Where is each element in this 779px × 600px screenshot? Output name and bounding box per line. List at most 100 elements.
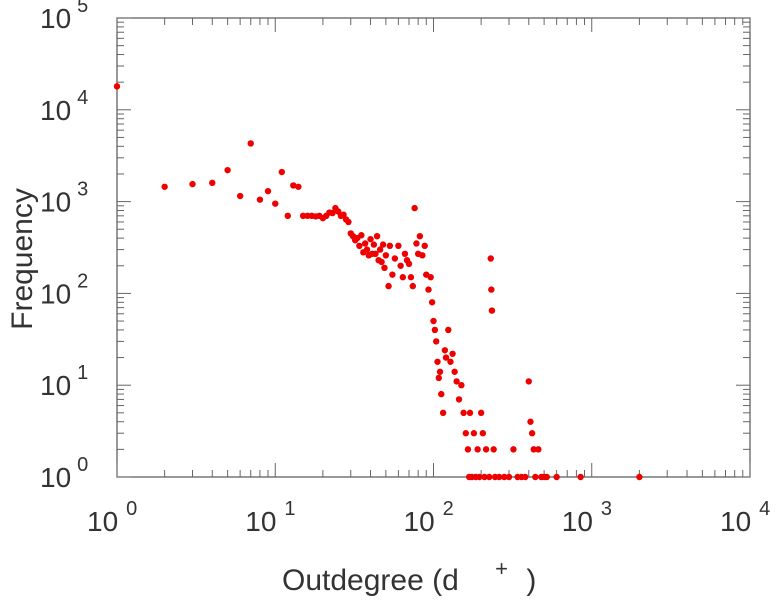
data-point [409, 282, 417, 290]
data-point [432, 338, 440, 345]
data-point [447, 358, 454, 365]
x-tick-exponent: 0 [126, 498, 137, 520]
data-points [113, 83, 643, 481]
y-tick-labels: 10 0 10 1 10 2 10 3 10 4 10 5 [40, 0, 88, 493]
data-point [340, 211, 347, 218]
data-point [272, 200, 279, 207]
data-point [501, 473, 508, 481]
data-point [453, 378, 460, 385]
data-point [477, 409, 485, 417]
y-tick-exponent: 2 [77, 270, 88, 292]
data-point [460, 409, 467, 417]
x-axis-label-sup: + [495, 556, 508, 581]
x-tick-label: 10 2 [404, 498, 454, 537]
major-ticks [116, 17, 751, 478]
data-point [361, 240, 369, 247]
data-point [455, 396, 463, 403]
data-point [430, 317, 437, 325]
data-point [449, 350, 456, 357]
y-tick-label: 10 3 [40, 179, 88, 218]
data-point [464, 446, 472, 453]
data-point [435, 374, 442, 382]
data-point [442, 354, 450, 361]
data-point [161, 183, 168, 190]
x-tick-label: 10 4 [720, 498, 770, 537]
data-point [256, 196, 264, 203]
x-tick-exponent: 4 [759, 498, 770, 520]
x-tick-base: 10 [87, 506, 118, 537]
data-point [528, 430, 536, 437]
x-tick-label: 10 3 [562, 498, 612, 537]
data-point [264, 187, 272, 195]
data-point [329, 209, 336, 217]
data-point [395, 242, 402, 250]
data-point [401, 250, 409, 258]
data-point [391, 255, 399, 262]
minor-ticks [117, 18, 750, 477]
data-point [411, 204, 418, 212]
data-point [543, 473, 551, 481]
data-point [466, 409, 474, 417]
y-tick-exponent: 0 [77, 454, 88, 476]
data-point [385, 282, 392, 290]
data-point [488, 286, 495, 293]
data-point [427, 274, 434, 281]
data-point [419, 252, 426, 259]
x-tick-label: 10 0 [87, 498, 137, 537]
x-axis-label-main: Outdegree (d [282, 564, 459, 597]
data-point [434, 358, 441, 365]
data-point [486, 473, 493, 481]
y-tick-base: 10 [40, 187, 71, 218]
data-point [636, 473, 643, 481]
data-point [376, 246, 384, 253]
data-point [386, 242, 394, 250]
data-point [522, 473, 529, 481]
y-tick-base: 10 [40, 95, 71, 126]
data-point [290, 182, 297, 189]
data-point [413, 240, 420, 247]
data-point [378, 258, 385, 266]
data-point [445, 326, 452, 334]
y-tick-base: 10 [40, 278, 71, 309]
data-point [495, 473, 503, 481]
data-point [535, 446, 542, 453]
data-point [525, 378, 532, 385]
data-point [397, 262, 404, 269]
y-tick-exponent: 1 [77, 362, 88, 384]
y-tick-exponent: 5 [77, 0, 88, 17]
data-point [247, 140, 254, 147]
plot-frame [116, 17, 751, 478]
y-axis-label: Frequency [6, 188, 39, 330]
y-tick-label: 10 2 [40, 270, 88, 309]
data-point [532, 473, 539, 481]
data-point [436, 368, 444, 375]
data-point [372, 250, 379, 258]
x-tick-exponent: 1 [284, 498, 295, 520]
data-point [474, 446, 481, 453]
y-tick-label: 10 0 [40, 454, 88, 493]
data-point [389, 271, 396, 278]
data-point [278, 168, 286, 176]
data-point [458, 382, 465, 389]
data-point [345, 218, 352, 226]
y-tick-base: 10 [40, 3, 71, 34]
data-point [487, 255, 494, 262]
data-point [527, 418, 534, 425]
y-tick-base: 10 [40, 370, 71, 401]
data-point [431, 326, 439, 334]
data-point [299, 212, 307, 220]
data-point [470, 430, 478, 437]
data-point [577, 473, 584, 481]
x-tick-exponent: 2 [443, 498, 454, 520]
data-point [405, 260, 413, 268]
y-tick-label: 10 5 [40, 0, 88, 34]
data-point [379, 241, 387, 248]
data-point [553, 473, 560, 481]
data-point [428, 299, 436, 306]
data-point [488, 307, 496, 314]
x-tick-label: 10 1 [245, 498, 295, 537]
data-point [462, 430, 470, 437]
data-point [481, 473, 488, 481]
data-point [367, 235, 374, 243]
